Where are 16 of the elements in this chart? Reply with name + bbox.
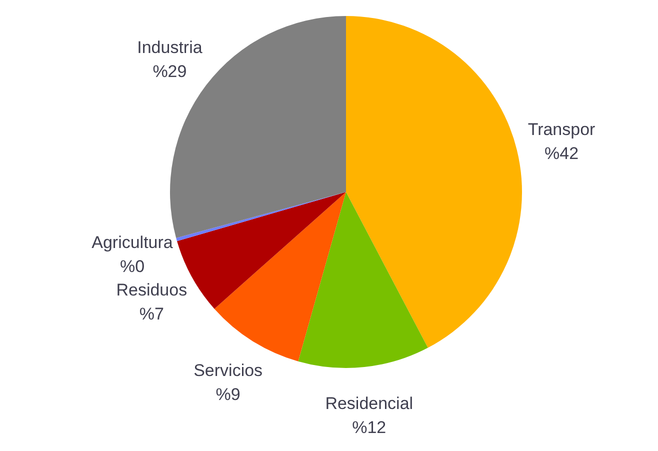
slice-label: Industria xyxy=(137,38,203,58)
pie-slice xyxy=(176,192,346,242)
pie-slice xyxy=(214,192,346,362)
pie-slice xyxy=(298,192,428,368)
slice-label: Residencial xyxy=(325,394,414,413)
data-label: %0 xyxy=(120,257,145,276)
data-label: %7 xyxy=(139,304,164,324)
slice-label: Agricultura xyxy=(92,233,174,252)
slice-label: Residuos xyxy=(116,280,188,300)
slice-label: Transpor xyxy=(528,120,596,139)
slice-label: Servicios xyxy=(194,361,263,380)
data-label: %9 xyxy=(216,385,240,404)
pie-slice xyxy=(346,16,522,348)
data-label: %29 xyxy=(152,62,187,82)
data-label: %42 xyxy=(544,144,579,163)
data-label: %12 xyxy=(352,418,386,437)
